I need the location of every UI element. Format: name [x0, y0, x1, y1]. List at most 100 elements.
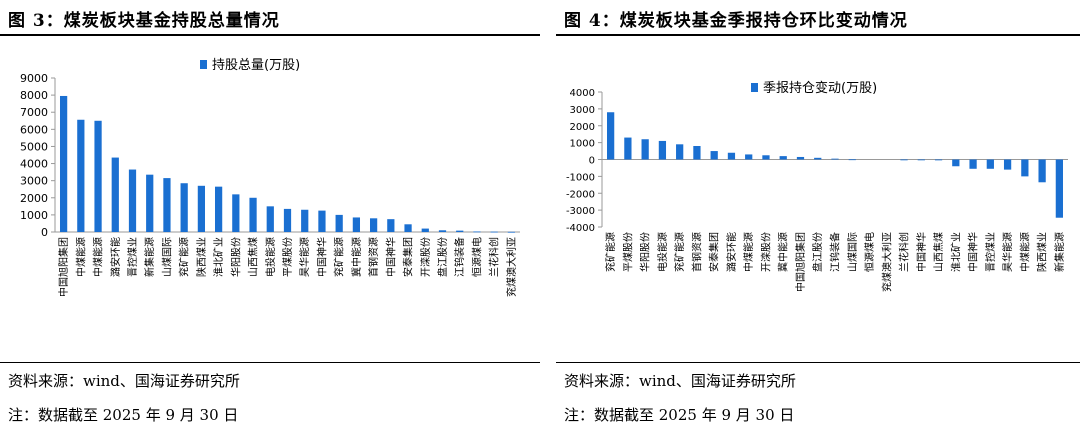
- x-category-label: 昊华能源: [298, 237, 311, 277]
- left-footer-rule: [0, 362, 540, 363]
- legend-label: 季报持仓变动(万股): [763, 80, 877, 96]
- y-tick-label: 2000: [570, 122, 595, 133]
- y-tick-label: 4000: [570, 88, 595, 99]
- x-category-label: 潞安环能: [725, 232, 738, 272]
- bar: [658, 140, 667, 160]
- bar: [745, 154, 753, 160]
- bar: [214, 186, 223, 232]
- right-note-text: 注：数据截至 2025 年 9 月 30 日: [564, 406, 795, 424]
- left-bar-chart: 0 1000 2000 3000 4000 5000 6000 7000 8000 9000 中国旭…: [20, 58, 520, 297]
- x-category-label: 中煤能源: [742, 232, 755, 272]
- bar: [507, 231, 516, 233]
- y-tick-label: 1000: [20, 209, 48, 222]
- right-bar-chart: -4000 -3000 -2000 -1000 0 1000 2000 3000 4000 兖矿能…: [566, 80, 1068, 292]
- y-tick-label: -2000: [566, 189, 595, 200]
- y-tick-label: -3000: [566, 206, 595, 217]
- bar: [796, 156, 805, 160]
- x-category-label: 平煤股份: [621, 232, 634, 272]
- y-tick-label: 9000: [20, 72, 48, 85]
- x-category-label: 兖矿能源: [333, 237, 346, 277]
- bar: [111, 157, 119, 232]
- bar: [94, 120, 102, 232]
- x-category-label: 恒源煤电: [863, 232, 876, 272]
- bar: [900, 159, 908, 161]
- x-category-label: 兖矿能源: [673, 232, 686, 272]
- bar: [814, 157, 822, 160]
- y-tick-label: 4000: [20, 158, 48, 171]
- legend-label: 持股总量(万股): [212, 58, 300, 73]
- bar: [266, 206, 274, 232]
- x-category-label: 中国旭阳集团: [794, 232, 807, 292]
- bar: [163, 178, 171, 232]
- x-category-label: 江钨装备: [453, 237, 466, 277]
- x-category-label: 新集能源: [1053, 232, 1066, 272]
- x-category-label: 开滦股份: [759, 232, 772, 272]
- bar: [831, 158, 839, 160]
- bar: [438, 230, 447, 232]
- bar: [197, 185, 206, 232]
- x-category-label: 晋控煤业: [126, 237, 139, 277]
- left-note-text: 注：数据截至 2025 年 9 月 30 日: [8, 406, 239, 424]
- x-category-label: 潞安环能: [109, 237, 122, 277]
- x-category-label: 冀中能源: [777, 232, 790, 272]
- bar: [352, 217, 361, 232]
- bar: [848, 159, 856, 161]
- x-category-label: 中煤能源: [74, 237, 87, 277]
- bar: [318, 210, 326, 232]
- y-tick-label: 0: [41, 226, 48, 239]
- x-category-label: 首钢资源: [367, 237, 380, 277]
- x-category-label: 江钨装备: [829, 232, 842, 272]
- left-figure-panel: 图 3：煤炭板块基金持股总量情况 0 1000 2000 3000 4000 5000 60…: [0, 11, 540, 424]
- x-category-label: 盘江股份: [811, 232, 824, 272]
- bar: [421, 228, 429, 232]
- x-category-label: 平煤股份: [281, 237, 294, 277]
- legend-swatch: [200, 60, 207, 69]
- y-tick-label: 8000: [20, 89, 48, 102]
- bar: [301, 209, 309, 232]
- bar: [128, 169, 137, 232]
- x-category-label: 山西焦煤: [932, 232, 945, 272]
- x-category-label: 山煤国际: [846, 232, 859, 272]
- left-title-rule: [0, 34, 540, 36]
- x-category-label: 兖矿能源: [604, 232, 617, 272]
- bar: [146, 174, 154, 232]
- bar: [952, 159, 960, 167]
- bar: [387, 219, 395, 232]
- bar: [473, 231, 481, 233]
- bar: [624, 137, 632, 160]
- x-category-label: 恒源煤电: [470, 237, 483, 277]
- y-tick-label: -4000: [566, 223, 595, 234]
- bar: [180, 183, 188, 232]
- bar: [77, 119, 85, 232]
- x-category-label: 中国旭阳集团: [57, 237, 70, 297]
- bar: [232, 194, 240, 232]
- x-category-label: 陕西煤业: [195, 237, 208, 277]
- left-source-text: 资料来源：wind、国海证券研究所: [8, 372, 240, 390]
- y-tick-label: 5000: [20, 140, 48, 153]
- right-footer-rule: [556, 362, 1080, 363]
- y-tick-label: -1000: [566, 172, 595, 183]
- bar: [404, 224, 412, 232]
- x-category-label: 山西焦煤: [247, 237, 260, 277]
- x-category-label: 兖矿能源: [178, 237, 191, 277]
- right-title-rule: [556, 34, 1080, 36]
- x-category-label: 盘江股份: [436, 237, 449, 277]
- y-tick-label: 3000: [570, 105, 595, 116]
- x-category-label: 淮北矿业: [949, 232, 962, 272]
- y-tick-label: 1000: [570, 139, 595, 150]
- right-figure-panel: 图 4：煤炭板块基金季报持仓环比变动情况 -4000 -3000 -2000 -100…: [556, 0, 1080, 426]
- bar: [727, 152, 736, 160]
- x-category-label: 兖煤澳大利亚: [880, 232, 893, 292]
- x-category-label: 中国神华: [384, 237, 397, 277]
- y-tick-label: 3000: [20, 175, 48, 188]
- left-figure-title: 图 3：煤炭板块基金持股总量情况: [8, 11, 280, 31]
- bar: [710, 151, 718, 160]
- x-category-label: 中煤能源: [92, 237, 105, 277]
- x-category-label: 新集能源: [143, 237, 156, 277]
- x-category-label: 中煤能源: [1018, 232, 1031, 272]
- x-category-label: 安泰集团: [708, 232, 721, 272]
- x-category-label: 山煤国际: [160, 237, 173, 277]
- bar: [283, 208, 292, 232]
- bar: [456, 230, 464, 232]
- bar: [1003, 159, 1012, 170]
